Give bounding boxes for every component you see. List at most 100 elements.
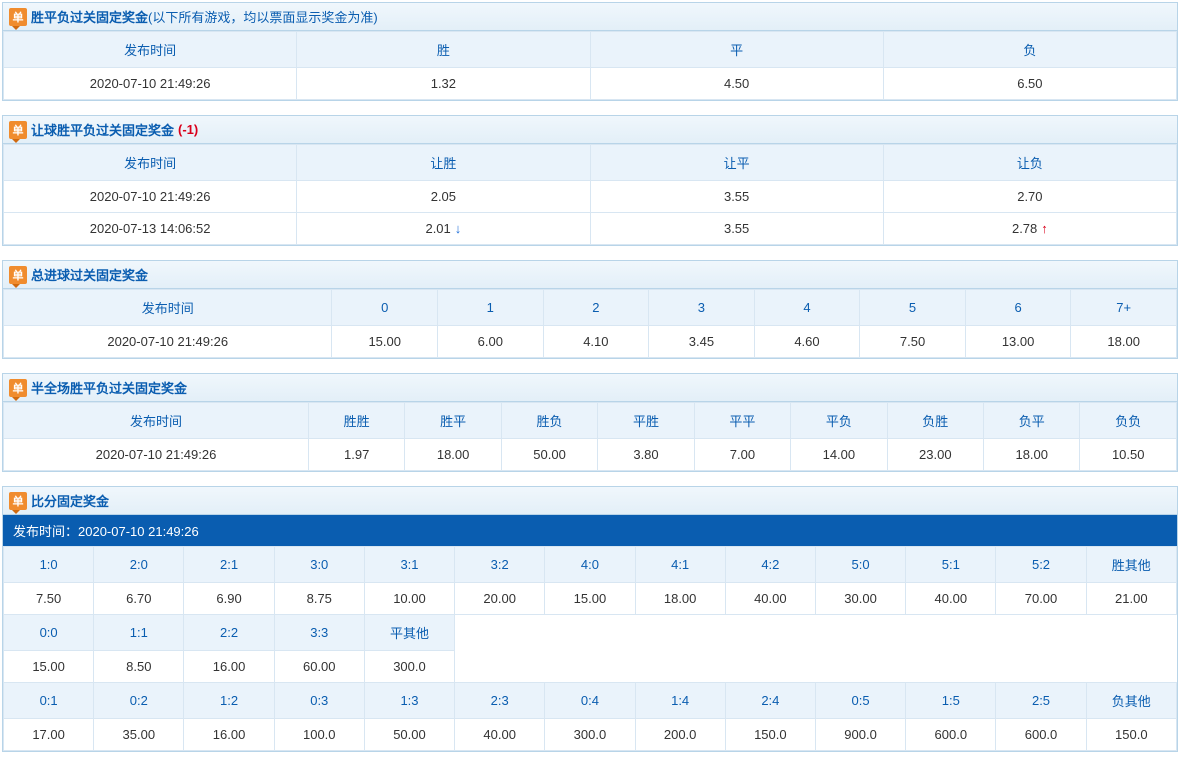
col-header: 负胜 — [887, 403, 983, 439]
col-header: 发布时间 — [4, 32, 297, 68]
col-header: 发布时间 — [4, 290, 332, 326]
score-value: 300.0 — [364, 651, 454, 683]
score-value: 40.00 — [906, 583, 996, 615]
score-header: 5:1 — [906, 547, 996, 583]
rqspf-handicap: (-1) — [178, 122, 198, 137]
score-header: 1:0 — [4, 547, 94, 583]
spf-title-text: 胜平负过关固定奖金 — [31, 7, 148, 26]
score-header: 0:0 — [4, 615, 94, 651]
cell-value: 3.55 — [590, 213, 883, 245]
cell-value: 4.10 — [543, 326, 649, 358]
col-header: 发布时间 — [4, 145, 297, 181]
score-header: 1:5 — [906, 683, 996, 719]
score-value: 18.00 — [635, 583, 725, 615]
bf-header-row: 0:0 1:1 2:2 3:3 平其他 — [4, 615, 1177, 651]
score-value: 50.00 — [364, 719, 454, 751]
score-value: 30.00 — [815, 583, 905, 615]
score-header: 2:2 — [184, 615, 274, 651]
spf-note: (以下所有游戏，均以票面显示奖金为准) — [148, 7, 378, 26]
score-header: 3:3 — [274, 615, 364, 651]
score-header: 1:3 — [364, 683, 454, 719]
cell-time: 2020-07-10 21:49:26 — [4, 68, 297, 100]
score-value: 20.00 — [455, 583, 545, 615]
col-header: 平平 — [694, 403, 790, 439]
cell-value: 6.00 — [438, 326, 544, 358]
score-header: 2:0 — [94, 547, 184, 583]
col-header: 1 — [438, 290, 544, 326]
score-value: 600.0 — [906, 719, 996, 751]
score-header: 2:5 — [996, 683, 1086, 719]
cell-value: 2.78↑ — [883, 213, 1176, 245]
cell-value: 7.50 — [860, 326, 966, 358]
bqc-table: 发布时间 胜胜 胜平 胜负 平胜 平平 平负 负胜 负平 负负 2020-07-… — [3, 402, 1177, 471]
single-badge-icon: 单 — [9, 8, 27, 26]
bf-value-row: 7.50 6.70 6.90 8.75 10.00 20.00 15.00 18… — [4, 583, 1177, 615]
score-value: 16.00 — [184, 651, 274, 683]
score-header: 3:0 — [274, 547, 364, 583]
score-value: 60.00 — [274, 651, 364, 683]
score-header: 3:2 — [455, 547, 545, 583]
cell-time: 2020-07-10 21:49:26 — [4, 181, 297, 213]
cell-time: 2020-07-10 21:49:26 — [4, 326, 332, 358]
score-header: 0:2 — [94, 683, 184, 719]
score-header: 1:4 — [635, 683, 725, 719]
col-header: 负平 — [984, 403, 1080, 439]
cell-value: 3.80 — [598, 439, 694, 471]
score-value: 10.00 — [364, 583, 454, 615]
score-header: 平其他 — [364, 615, 454, 651]
col-header: 负 — [883, 32, 1176, 68]
spf-title: 单 胜平负过关固定奖金 (以下所有游戏，均以票面显示奖金为准) — [3, 3, 1177, 31]
cell-value: 1.97 — [308, 439, 404, 471]
score-header: 1:2 — [184, 683, 274, 719]
col-header: 让胜 — [297, 145, 590, 181]
score-value: 6.70 — [94, 583, 184, 615]
score-header: 负其他 — [1086, 683, 1176, 719]
score-value: 300.0 — [545, 719, 635, 751]
cell-value: 6.50 — [883, 68, 1176, 100]
score-header: 2:1 — [184, 547, 274, 583]
cell-value: 18.00 — [405, 439, 501, 471]
table-row: 2020-07-10 21:49:26 1.32 4.50 6.50 — [4, 68, 1177, 100]
score-value: 15.00 — [545, 583, 635, 615]
score-value: 17.00 — [4, 719, 94, 751]
score-value: 8.50 — [94, 651, 184, 683]
rqspf-title: 单 让球胜平负过关固定奖金 (-1) — [3, 116, 1177, 144]
score-value: 7.50 — [4, 583, 94, 615]
cell-value: 18.00 — [984, 439, 1080, 471]
bf-value-row: 17.00 35.00 16.00 100.0 50.00 40.00 300.… — [4, 719, 1177, 751]
zjq-table: 发布时间 0 1 2 3 4 5 6 7+ 2020-07-10 21:49:2… — [3, 289, 1177, 358]
bqc-section: 单 半全场胜平负过关固定奖金 发布时间 胜胜 胜平 胜负 平胜 平平 平负 负胜… — [2, 373, 1178, 472]
arrow-down-icon: ↓ — [455, 221, 462, 236]
table-row: 2020-07-10 21:49:26 1.97 18.00 50.00 3.8… — [4, 439, 1177, 471]
col-header: 平 — [590, 32, 883, 68]
bf-publish-bar: 发布时间：2020-07-10 21:49:26 — [3, 515, 1177, 546]
cell-time: 2020-07-10 21:49:26 — [4, 439, 309, 471]
cell-value: 4.50 — [590, 68, 883, 100]
cell-value: 14.00 — [791, 439, 887, 471]
spf-section: 单 胜平负过关固定奖金 (以下所有游戏，均以票面显示奖金为准) 发布时间 胜 平… — [2, 2, 1178, 101]
arrow-up-icon: ↑ — [1041, 221, 1048, 236]
col-header: 0 — [332, 290, 438, 326]
score-value: 16.00 — [184, 719, 274, 751]
score-value: 100.0 — [274, 719, 364, 751]
rqspf-section: 单 让球胜平负过关固定奖金 (-1) 发布时间 让胜 让平 让负 2020-07… — [2, 115, 1178, 246]
table-row: 2020-07-13 14:06:52 2.01↓ 3.55 2.78↑ — [4, 213, 1177, 245]
score-header: 1:1 — [94, 615, 184, 651]
col-header: 胜平 — [405, 403, 501, 439]
col-header: 胜胜 — [308, 403, 404, 439]
table-row: 2020-07-10 21:49:26 2.05 3.55 2.70 — [4, 181, 1177, 213]
table-row: 2020-07-10 21:49:26 15.00 6.00 4.10 3.45… — [4, 326, 1177, 358]
bf-publish-time: 2020-07-10 21:49:26 — [78, 524, 199, 539]
bqc-title: 单 半全场胜平负过关固定奖金 — [3, 374, 1177, 402]
bf-section: 单 比分固定奖金 发布时间：2020-07-10 21:49:26 1:0 2:… — [2, 486, 1178, 752]
zjq-title: 单 总进球过关固定奖金 — [3, 261, 1177, 289]
single-badge-icon: 单 — [9, 121, 27, 139]
rqspf-title-text: 让球胜平负过关固定奖金 — [31, 120, 174, 139]
score-value: 900.0 — [815, 719, 905, 751]
bf-header-row: 0:1 0:2 1:2 0:3 1:3 2:3 0:4 1:4 2:4 0:5 … — [4, 683, 1177, 719]
col-header: 让负 — [883, 145, 1176, 181]
cell-value: 10.50 — [1080, 439, 1177, 471]
score-header: 2:3 — [455, 683, 545, 719]
col-header: 2 — [543, 290, 649, 326]
col-header: 平负 — [791, 403, 887, 439]
